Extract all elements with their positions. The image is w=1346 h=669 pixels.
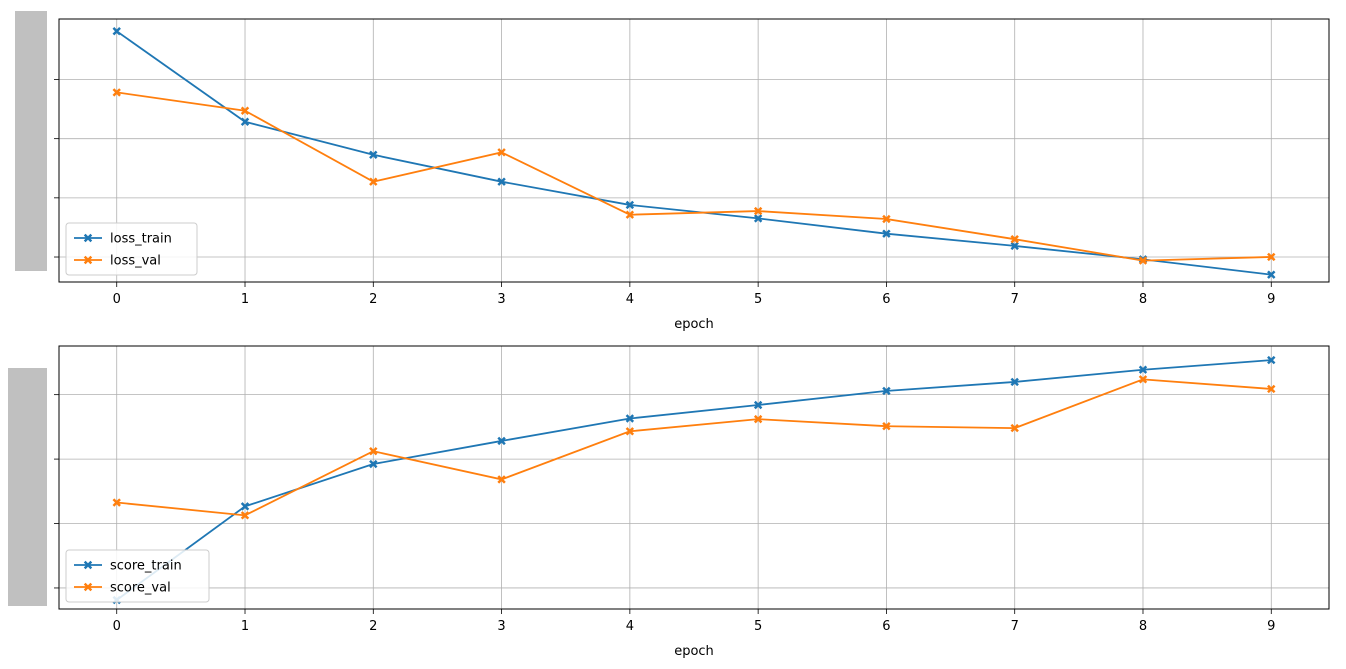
x-tick-label: 1 (241, 619, 249, 634)
x-tick-label: 1 (241, 292, 249, 307)
legend-marker (83, 560, 93, 570)
data-point-loss_train (497, 177, 506, 186)
legend-box (65, 222, 198, 276)
data-point-score_train (625, 414, 635, 423)
x-tick-label: 7 (1011, 292, 1019, 307)
data-point-score_val (240, 511, 250, 520)
x-tick-label: 6 (882, 619, 890, 634)
x-tick-label: 9 (1267, 619, 1275, 634)
data-point-loss_train (1010, 241, 1019, 251)
chart-2: 0 1 2 3 4 5 6 7 8 9 epoch score_train score_val (54, 345, 1330, 659)
data-point-score_train (497, 436, 506, 446)
legend-box (65, 549, 210, 603)
x-tick-label: 4 (626, 619, 634, 634)
x-tick-label: 0 (113, 292, 121, 307)
data-point-score_train (1010, 377, 1019, 387)
data-point-score_val (497, 475, 506, 484)
data-point-score_val (753, 414, 763, 424)
data-point-score_val (112, 498, 121, 507)
data-point-score_train (369, 459, 378, 469)
plot-frame (58, 345, 1330, 610)
ylabel-redaction-top (15, 11, 47, 271)
series-line-loss_val (116, 91, 1272, 262)
data-point-loss_val (1010, 234, 1019, 244)
x-tick-label: 7 (1011, 619, 1019, 634)
x-tick-label: 9 (1267, 292, 1275, 307)
legend-label: score_val (110, 581, 171, 596)
data-point-loss_val (1267, 252, 1276, 262)
data-point-loss_val (625, 210, 635, 219)
data-point-loss_train (753, 214, 763, 223)
data-point-loss_val (369, 177, 378, 186)
data-point-score_train (1138, 365, 1148, 374)
data-point-loss_train (625, 200, 635, 210)
data-point-loss_train (1267, 270, 1276, 279)
series-line-score_val (116, 378, 1272, 517)
x-axis-label: epoch (674, 317, 714, 332)
x-tick-label: 8 (1139, 292, 1147, 307)
x-tick-label: 6 (882, 292, 890, 307)
data-point-score_val (369, 447, 378, 456)
x-tick-label: 3 (497, 292, 505, 307)
x-tick-label: 3 (497, 619, 505, 634)
data-point-loss_val (240, 106, 250, 115)
x-tick-label: 4 (626, 292, 634, 307)
x-tick-label: 8 (1139, 619, 1147, 634)
legend-label: loss_train (110, 232, 172, 247)
chart-1: 0 1 2 3 4 5 6 7 8 9 epoch loss_train loss_val (54, 18, 1330, 332)
x-tick-label: 5 (754, 292, 762, 307)
data-point-loss_train (240, 117, 250, 126)
series-line-loss_train (116, 30, 1272, 276)
ylabel-redaction-bottom (8, 368, 47, 606)
legend-label: score_train (110, 559, 182, 574)
data-point-loss_val (753, 206, 763, 216)
data-point-score_val (1138, 375, 1148, 384)
data-point-score_train (753, 400, 763, 410)
data-point-loss_val (112, 88, 121, 97)
x-tick-label: 2 (369, 292, 377, 307)
data-point-loss_train (112, 27, 121, 36)
legend-marker (83, 582, 93, 592)
data-point-loss_val (882, 214, 891, 224)
x-tick-label: 2 (369, 619, 377, 634)
data-point-score_val (882, 421, 891, 431)
x-tick-label: 5 (754, 619, 762, 634)
x-axis-label: epoch (674, 644, 714, 659)
data-point-score_val (1010, 423, 1019, 433)
data-point-score_val (625, 427, 635, 436)
data-point-loss_train (369, 150, 378, 159)
legend-marker (83, 255, 93, 265)
data-point-score_train (882, 386, 891, 396)
x-tick-label: 0 (113, 619, 121, 634)
series-line-score_train (116, 359, 1272, 601)
data-point-score_val (1267, 384, 1276, 394)
data-point-loss_val (497, 148, 506, 157)
legend-label: loss_val (110, 254, 161, 269)
plot-frame (58, 18, 1330, 283)
data-point-score_train (1267, 355, 1276, 365)
data-point-loss_train (882, 229, 891, 238)
legend-marker (83, 233, 93, 243)
data-point-score_train (240, 502, 250, 511)
data-point-loss_val (1138, 256, 1148, 265)
